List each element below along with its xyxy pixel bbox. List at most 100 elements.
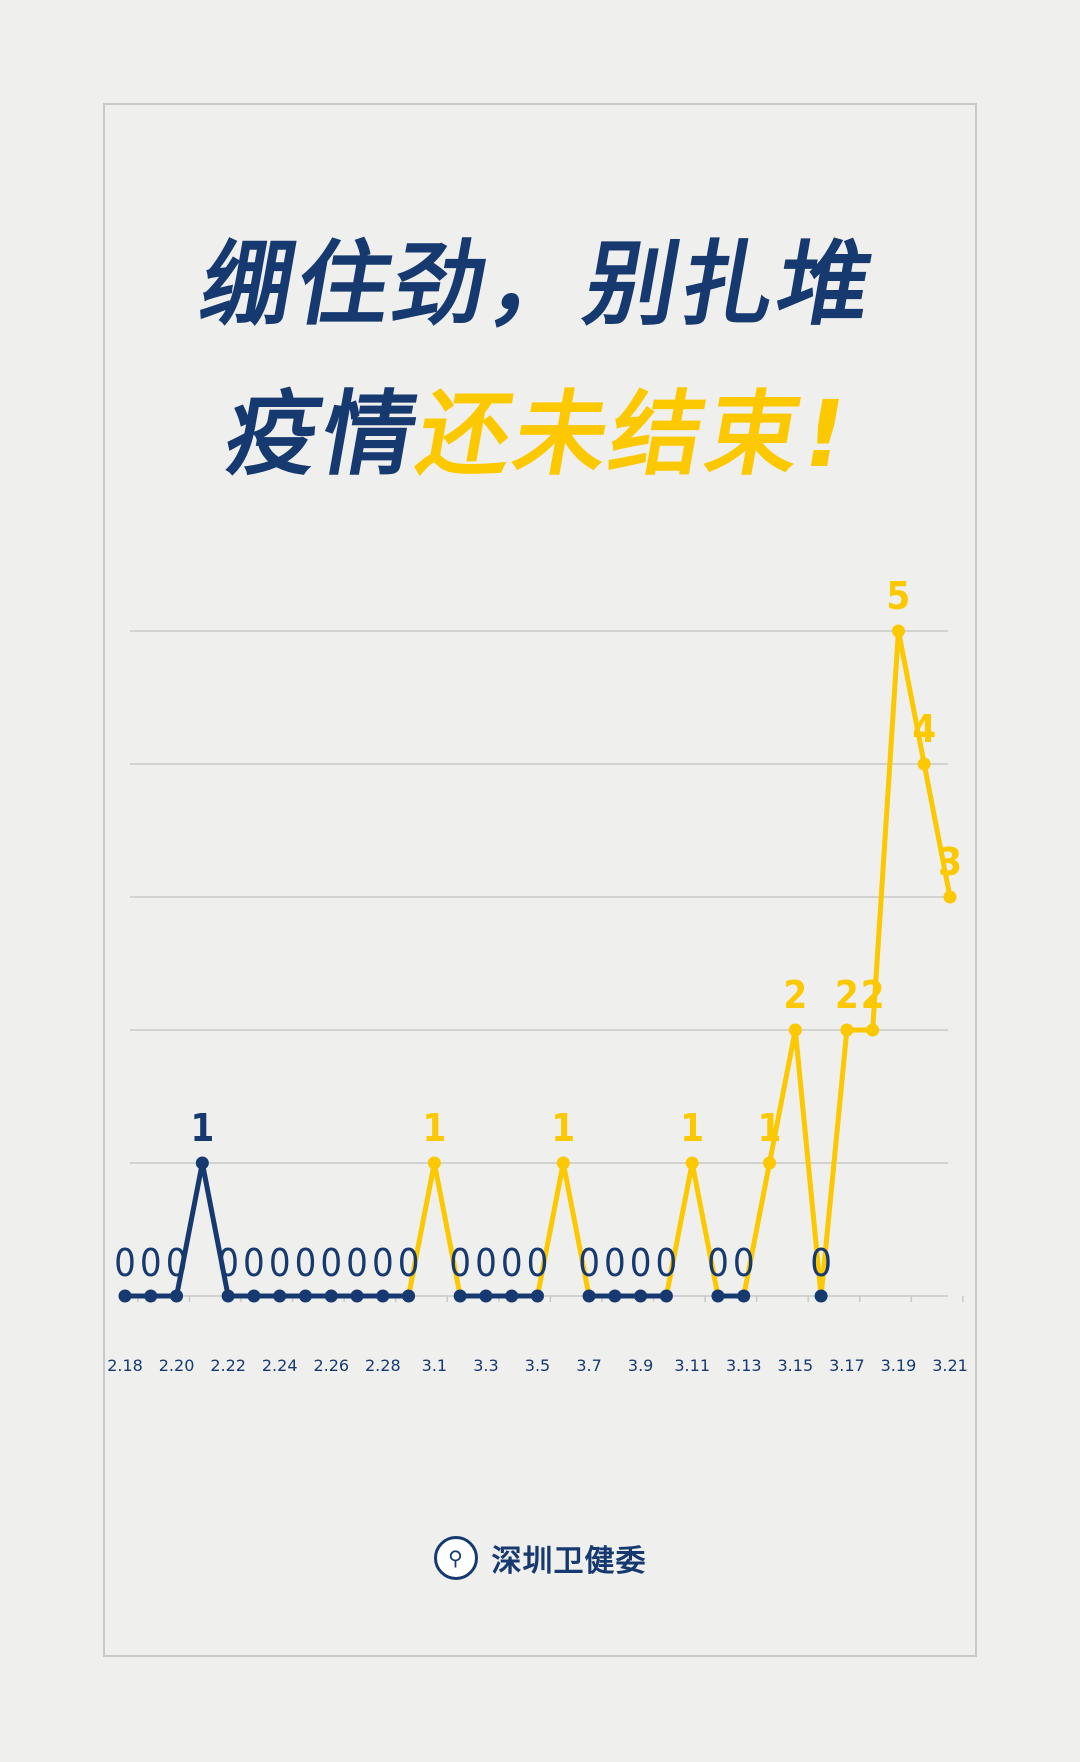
data-point [273,1289,287,1303]
x-tick-label: 3.15 [778,1356,814,1375]
line-segment [870,628,901,1033]
data-label: 0 [501,1241,523,1285]
x-tick-label: 2.26 [313,1356,349,1375]
data-label: 0 [346,1241,368,1285]
data-label: 2 [835,973,859,1017]
data-point [170,1289,184,1303]
line-segment [741,1160,773,1299]
data-point [221,1289,235,1303]
data-point [350,1289,364,1303]
data-point [763,1156,777,1170]
data-label: 0 [269,1241,291,1285]
line-segment [431,1160,463,1299]
data-point [402,1289,416,1303]
x-tick-label: 3.3 [473,1356,498,1375]
data-label: 1 [680,1106,704,1150]
data-label: 0 [140,1241,162,1285]
data-label: 2 [861,973,885,1017]
x-tick-label: 3.21 [932,1356,968,1375]
data-label: 0 [295,1241,317,1285]
data-label: 0 [372,1241,394,1285]
line-segment [560,1160,592,1299]
x-tick-label: 3.17 [829,1356,865,1375]
data-label: 1 [190,1106,214,1150]
data-point [866,1023,880,1037]
org-name: 深圳卫健委 [491,1544,647,1579]
data-point [531,1289,544,1303]
line-segment [767,1027,798,1166]
data-label: 1 [551,1106,575,1150]
data-point [556,1156,570,1170]
data-label: 1 [758,1106,782,1150]
x-tick-label: 2.24 [262,1356,298,1375]
data-point [840,1023,854,1037]
x-tick-label: 2.18 [107,1356,143,1375]
line-segment [174,1160,205,1299]
data-point [376,1289,390,1303]
data-label: 0 [475,1241,497,1285]
data-point [711,1289,725,1303]
data-label: 0 [656,1241,678,1285]
data-point [144,1289,158,1303]
x-tick-label: 3.11 [674,1356,710,1375]
line-segment [406,1160,437,1299]
line-segment [199,1160,231,1299]
data-point [917,757,931,771]
line-segment [921,761,953,900]
x-tick-label: 3.1 [422,1356,447,1375]
line-segment [535,1160,566,1299]
line-segment [689,1160,721,1299]
line-segment [818,1027,850,1299]
data-point [118,1289,132,1303]
x-tick-label: 3.19 [881,1356,917,1375]
data-label: 0 [217,1241,239,1285]
data-point [788,1023,802,1037]
x-tick-label: 3.9 [628,1356,653,1375]
data-label: 0 [449,1241,471,1285]
data-point [427,1156,441,1170]
data-point [634,1289,648,1303]
data-point [814,1289,828,1303]
line-segment [895,628,927,767]
data-label: 4 [912,707,936,751]
data-point [195,1156,209,1170]
data-point [298,1289,312,1303]
data-point [943,890,957,904]
x-tick-label: 2.20 [159,1356,195,1375]
x-tick-label: 3.5 [525,1356,550,1375]
data-point [685,1156,699,1170]
data-label: 0 [243,1241,265,1285]
data-point [247,1289,261,1303]
data-point [659,1289,673,1303]
data-label: 5 [887,574,911,618]
data-label: 0 [733,1241,755,1285]
data-label: 2 [783,973,807,1017]
data-point [582,1289,596,1303]
data-label: 0 [707,1241,729,1285]
data-label: 1 [422,1106,446,1150]
data-label: 0 [114,1241,136,1285]
data-point [891,624,905,638]
x-tick-label: 3.13 [726,1356,762,1375]
data-point [479,1289,493,1303]
data-point [453,1289,467,1303]
data-label: 0 [320,1241,342,1285]
data-label: 0 [578,1241,600,1285]
data-label: 0 [527,1241,549,1285]
poster-frame [103,103,977,1657]
data-label: 0 [604,1241,626,1285]
data-label: 3 [938,840,962,884]
data-label: 0 [810,1241,832,1285]
data-point [505,1289,519,1303]
data-label: 0 [398,1241,420,1285]
data-label: 0 [630,1241,652,1285]
x-tick-label: 2.22 [210,1356,246,1375]
data-point [737,1289,751,1303]
x-tick-label: 3.7 [576,1356,601,1375]
line-segment [792,1027,824,1299]
footer: ⚲ 深圳卫健委 [0,1536,1080,1580]
data-label: 0 [166,1241,188,1285]
data-point [608,1289,622,1303]
line-segment [663,1160,695,1299]
